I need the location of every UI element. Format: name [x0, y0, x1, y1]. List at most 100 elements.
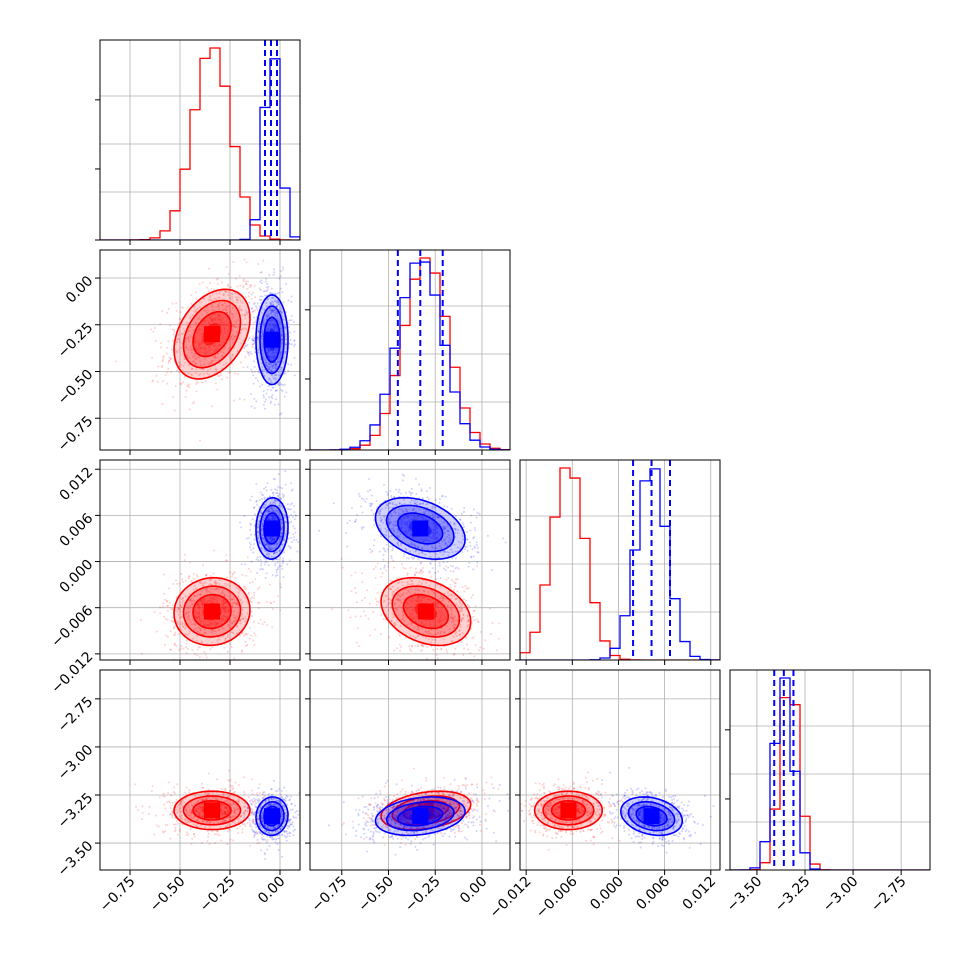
scatter-point	[180, 645, 182, 647]
scatter-point	[362, 499, 364, 501]
scatter-point	[465, 585, 467, 587]
scatter-point	[426, 658, 428, 660]
scatter-point	[252, 327, 254, 329]
scatter-point	[261, 295, 263, 297]
scatter-point	[462, 586, 464, 588]
scatter-point	[502, 537, 504, 539]
scatter-point	[252, 292, 254, 294]
scatter-point	[455, 515, 457, 517]
scatter-point	[257, 559, 259, 561]
scatter-point	[354, 587, 356, 589]
scatter-point	[252, 552, 254, 554]
scatter-point	[163, 793, 165, 795]
scatter-point	[469, 652, 471, 654]
scatter-point	[253, 621, 255, 623]
scatter-point	[148, 813, 150, 815]
scatter-point	[462, 654, 464, 656]
scatter-point	[247, 281, 249, 283]
scatter-point	[277, 561, 279, 563]
scatter-point	[240, 361, 242, 363]
scatter-point	[266, 286, 268, 288]
scatter-point	[225, 554, 227, 556]
scatter-point	[283, 301, 285, 303]
scatter-point	[445, 496, 447, 498]
scatter-point	[164, 796, 166, 798]
scatter-point	[403, 553, 405, 555]
scatter-point	[263, 404, 265, 406]
scatter-point	[472, 568, 474, 570]
scatter-point	[255, 400, 257, 402]
scatter-point	[168, 360, 170, 362]
scatter-point	[296, 539, 298, 541]
scatter-point	[270, 602, 272, 604]
scatter-point	[251, 346, 253, 348]
scatter-point	[402, 567, 404, 569]
scatter-point	[297, 541, 299, 543]
scatter-point	[247, 593, 249, 595]
scatter-point	[227, 284, 229, 286]
scatter-point	[261, 568, 263, 570]
scatter-point	[167, 610, 169, 612]
scatter-point	[252, 310, 254, 312]
scatter-point	[201, 842, 203, 844]
scatter-point	[437, 657, 439, 659]
scatter-point	[253, 303, 255, 305]
scatter-point	[272, 608, 274, 610]
scatter-point	[258, 607, 260, 609]
scatter-point	[430, 575, 432, 577]
scatter-point	[203, 651, 205, 653]
scatter-point	[277, 559, 279, 561]
scatter-point	[252, 547, 254, 549]
scatter-point	[260, 562, 262, 564]
scatter-point	[189, 561, 191, 563]
scatter-point	[475, 517, 477, 519]
scatter-point	[166, 372, 168, 374]
scatter-point	[368, 478, 370, 480]
scatter-point	[253, 539, 255, 541]
scatter-point	[383, 554, 385, 556]
scatter-point	[259, 499, 261, 501]
scatter-point	[191, 402, 193, 404]
scatter-point	[411, 492, 413, 494]
scatter-point	[284, 384, 286, 386]
scatter-point	[167, 341, 169, 343]
scatter-point	[274, 488, 276, 490]
scatter-point	[393, 567, 395, 569]
scatter-point	[274, 293, 276, 295]
scatter-point	[440, 577, 442, 579]
scatter-point	[478, 649, 480, 651]
scatter-point	[446, 506, 448, 508]
scatter-point	[251, 778, 253, 780]
scatter-point	[166, 347, 168, 349]
scatter-point	[275, 492, 277, 494]
scatter-point	[202, 787, 204, 789]
scatter-point	[137, 809, 139, 811]
scatter-point	[288, 538, 290, 540]
scatter-point	[216, 389, 218, 391]
scatter-point	[151, 381, 153, 383]
scatter-point	[246, 288, 248, 290]
scatter-point	[228, 770, 230, 772]
scatter-point	[182, 307, 184, 309]
scatter-point	[251, 298, 253, 300]
scatter-point	[259, 556, 261, 558]
scatter-point	[168, 357, 170, 359]
scatter-point	[141, 805, 143, 807]
scatter-point	[168, 308, 170, 310]
scatter-point	[356, 642, 358, 644]
scatter-point	[408, 645, 410, 647]
scatter-point	[169, 324, 171, 326]
scatter-point	[420, 650, 422, 652]
scatter-point	[208, 773, 210, 775]
scatter-point	[229, 829, 231, 831]
scatter-point	[261, 494, 263, 496]
scatter-point	[253, 506, 255, 508]
scatter-point	[173, 787, 175, 789]
scatter-point	[248, 796, 250, 798]
scatter-point	[164, 807, 166, 809]
scatter-point	[346, 546, 348, 548]
scatter-point	[476, 541, 478, 543]
scatter-point	[470, 597, 472, 599]
